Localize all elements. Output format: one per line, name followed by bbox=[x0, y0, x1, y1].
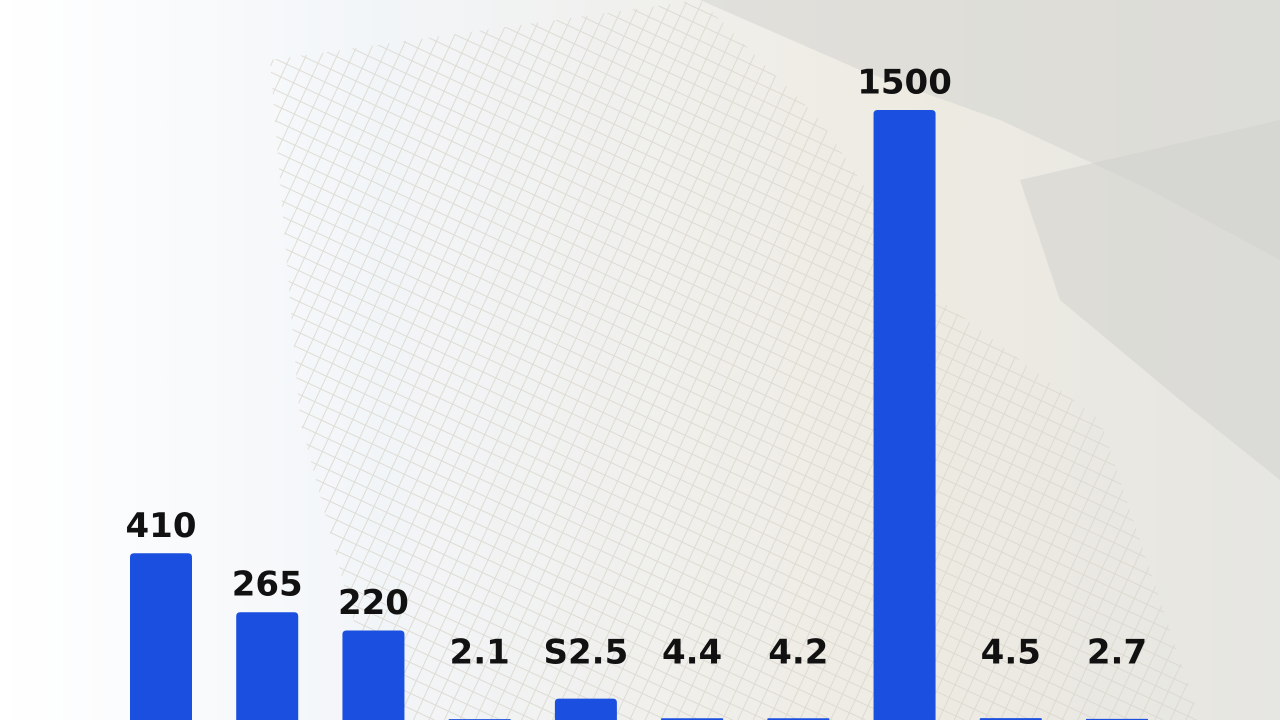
data-label: 4.2 bbox=[768, 633, 828, 673]
data-label: 2.7 bbox=[1087, 633, 1147, 673]
map-decoration bbox=[1020, 120, 1280, 480]
map-decoration bbox=[700, 0, 1280, 260]
data-label: 220 bbox=[338, 583, 409, 623]
bar bbox=[554, 698, 617, 720]
bar bbox=[236, 612, 299, 720]
bar bbox=[342, 630, 405, 720]
data-label: 4.4 bbox=[662, 633, 722, 673]
data-label: 410 bbox=[126, 506, 197, 546]
bar bbox=[130, 553, 192, 720]
bars: 410 265 220 2.1 S2.5 4.4 4.2 1500 4.5 2.7 bbox=[126, 63, 1148, 720]
map-decoration bbox=[270, 0, 1200, 720]
data-label: S2.5 bbox=[544, 633, 629, 673]
data-label: 4.5 bbox=[981, 633, 1041, 673]
data-label: 265 bbox=[232, 565, 303, 605]
data-label: 2.1 bbox=[450, 633, 510, 673]
data-label: 1500 bbox=[857, 63, 952, 103]
bar bbox=[873, 110, 936, 720]
